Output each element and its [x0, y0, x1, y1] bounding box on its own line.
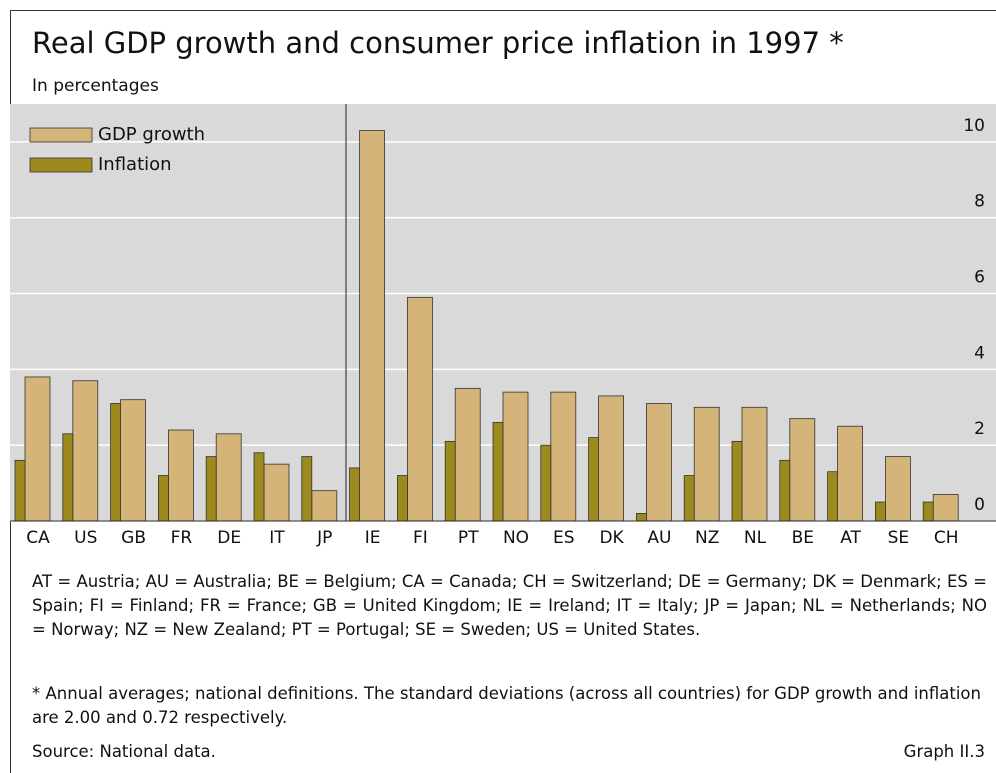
graph-id: Graph II.3: [903, 742, 985, 761]
legend-label: GDP growth: [98, 124, 205, 145]
bar: [359, 130, 386, 522]
bar: [540, 444, 552, 522]
legend-swatch: [29, 157, 93, 173]
bar: [205, 456, 217, 522]
y-tick-label: 10: [963, 116, 985, 136]
bar: [406, 296, 433, 522]
x-tick-label: AU: [647, 528, 671, 548]
bar: [492, 422, 504, 522]
y-tick-label: 4: [974, 343, 985, 363]
bar: [598, 395, 624, 522]
bar: [253, 452, 265, 522]
bar: [922, 501, 934, 522]
abbreviations: AT = Austria; AU = Australia; BE = Belgi…: [32, 572, 987, 639]
x-tick-label: PT: [458, 528, 479, 548]
bar: [636, 513, 647, 522]
bar: [349, 467, 361, 522]
bar: [396, 475, 408, 522]
chart: Real GDP growth and consumer price infla…: [10, 26, 996, 548]
x-tick-label: NZ: [695, 528, 719, 548]
chart-subtitle: In percentages: [32, 76, 159, 96]
bar: [24, 376, 51, 522]
bar: [14, 459, 26, 522]
x-tick-label: ES: [553, 528, 575, 548]
bar: [827, 471, 838, 522]
bar: [157, 475, 169, 522]
footnote: * Annual averages; national definitions.…: [32, 684, 981, 727]
bar: [741, 406, 768, 522]
bar: [779, 459, 791, 522]
source: Source: National data.: [32, 742, 216, 761]
x-tick-label: FR: [171, 528, 193, 548]
bar: [311, 490, 338, 522]
bar: [502, 391, 529, 522]
x-tick-label: CA: [26, 528, 50, 548]
bar: [837, 425, 863, 522]
bar: [110, 403, 121, 522]
bar: [932, 494, 959, 522]
y-tick-label: 6: [974, 268, 985, 288]
bar: [263, 463, 290, 522]
y-tick-label: 8: [974, 192, 985, 212]
y-tick-label: 0: [974, 495, 985, 515]
bar: [731, 440, 743, 522]
legend-label: Inflation: [98, 154, 172, 175]
legend-swatch: [29, 127, 93, 143]
bar: [885, 456, 911, 522]
bar: [215, 433, 242, 522]
bar: [646, 403, 672, 522]
x-tick-label: GB: [121, 528, 146, 548]
bar: [167, 429, 194, 522]
x-tick-label: BE: [792, 528, 814, 548]
x-tick-label: AT: [840, 528, 861, 548]
bar: [454, 387, 481, 522]
x-tick-label: DK: [599, 528, 624, 548]
bar: [683, 475, 695, 522]
bar: [62, 433, 74, 522]
bar: [875, 501, 886, 522]
bar: [444, 440, 456, 522]
bar: [72, 380, 99, 522]
bar: [693, 406, 720, 522]
chart-title: Real GDP growth and consumer price infla…: [32, 26, 844, 60]
x-tick-label: US: [74, 528, 97, 548]
x-tick-label: NL: [744, 528, 767, 548]
x-tick-label: DE: [217, 528, 241, 548]
bar: [301, 456, 313, 522]
x-tick-label: FI: [413, 528, 428, 548]
x-tick-label: IE: [365, 528, 381, 548]
y-tick-label: 2: [974, 419, 985, 439]
bar: [550, 391, 577, 522]
x-tick-label: CH: [934, 528, 959, 548]
x-tick-label: NO: [503, 528, 529, 548]
x-tick-label: IT: [269, 528, 285, 548]
x-tick-label: SE: [888, 528, 910, 548]
x-tick-label: JP: [316, 528, 332, 548]
bar: [588, 437, 599, 522]
bar: [789, 418, 816, 522]
bar: [120, 399, 146, 522]
